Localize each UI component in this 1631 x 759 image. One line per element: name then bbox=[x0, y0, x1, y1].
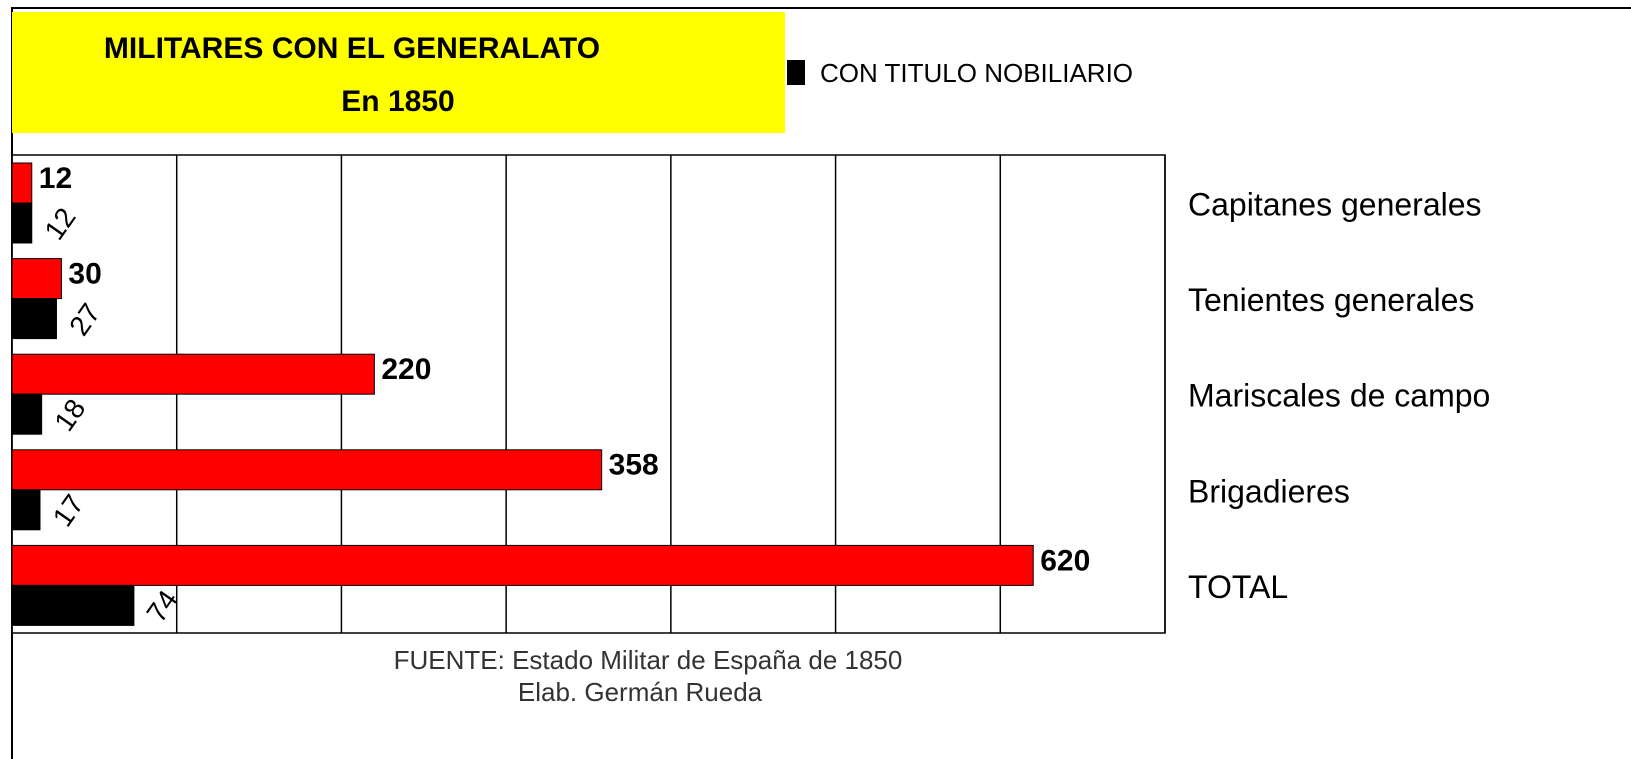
legend-label: CON TITULO NOBILIARIO bbox=[820, 58, 1133, 88]
bar bbox=[11, 584, 135, 626]
bar bbox=[11, 162, 33, 204]
bar bbox=[11, 544, 1034, 586]
value-label: 12 bbox=[39, 162, 72, 195]
legend-swatch bbox=[787, 60, 805, 85]
source: Elab. Germán Rueda bbox=[518, 677, 763, 707]
category-label: Brigadieres bbox=[1188, 473, 1350, 509]
category-label: Capitanes generales bbox=[1188, 186, 1482, 222]
value-label: 620 bbox=[1040, 544, 1090, 577]
value-label: 30 bbox=[68, 258, 101, 291]
category-label: Mariscales de campo bbox=[1188, 378, 1490, 414]
title-box bbox=[12, 12, 785, 133]
bar bbox=[11, 298, 57, 340]
bar bbox=[11, 449, 603, 491]
category-label: Tenientes generales bbox=[1188, 282, 1474, 318]
bar bbox=[11, 202, 33, 244]
source: FUENTE: Estado Militar de España de 1850 bbox=[394, 645, 903, 675]
value-label: 358 bbox=[609, 449, 659, 482]
bar bbox=[11, 489, 41, 531]
bar bbox=[11, 353, 375, 395]
chart-title: MILITARES CON EL GENERALATO bbox=[104, 32, 600, 65]
bar bbox=[11, 258, 62, 300]
category-label: TOTAL bbox=[1188, 569, 1288, 605]
value-label: 220 bbox=[381, 353, 431, 386]
bar bbox=[11, 393, 43, 435]
chart-subtitle: En 1850 bbox=[341, 85, 454, 118]
